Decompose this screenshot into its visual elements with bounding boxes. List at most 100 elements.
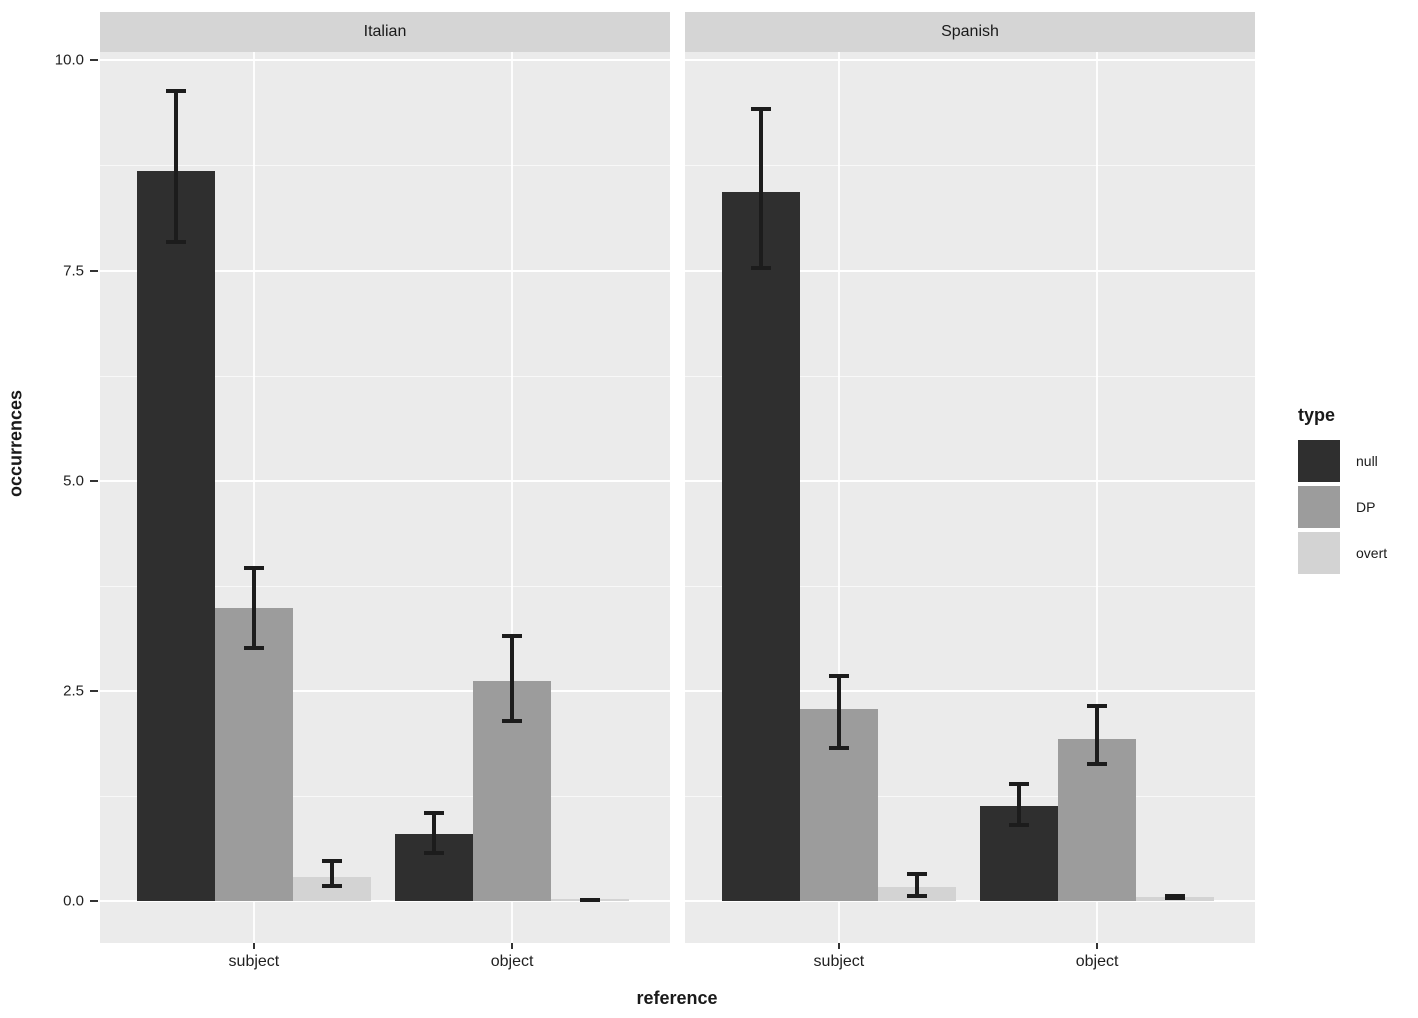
errorbar-cap-top <box>828 674 849 679</box>
errorbar-spanish-subject-overt <box>906 871 927 898</box>
errorbar-cap-top <box>1009 782 1030 787</box>
y-tick-label: 10.0 <box>54 51 84 69</box>
x-tick-mark <box>1096 943 1099 949</box>
legend-label: DP <box>1356 499 1376 515</box>
errorbar-whisker <box>251 565 256 650</box>
errorbar-cap-top <box>243 565 264 570</box>
errorbar-cap-bottom <box>1009 822 1030 827</box>
gridline-minor <box>685 585 1255 587</box>
gridline-minor <box>685 165 1255 167</box>
legend-swatch-null <box>1298 440 1340 482</box>
errorbar-cap-bottom <box>424 850 445 855</box>
gridline-vertical <box>252 52 255 943</box>
gridline-vertical <box>1096 52 1099 943</box>
errorbar-cap-bottom <box>580 897 601 902</box>
errorbar-cap-bottom <box>321 884 342 889</box>
gridline-major <box>685 59 1255 62</box>
gridline-minor <box>685 795 1255 797</box>
x-tick-mark <box>252 943 255 949</box>
errorbar-spanish-object-dp <box>1087 704 1108 767</box>
legend-swatch-overt <box>1298 532 1340 574</box>
gridline-major <box>685 269 1255 272</box>
y-tick-mark <box>90 479 98 482</box>
errorbar-cap-bottom <box>828 745 849 750</box>
errorbar-cap-bottom <box>1165 896 1186 901</box>
facet-strip: Spanish <box>685 12 1255 52</box>
y-tick-label: 5.0 <box>63 472 84 490</box>
errorbar-spanish-object-null <box>1009 782 1030 827</box>
errorbar-spanish-subject-dp <box>828 674 849 750</box>
gridline-major <box>100 479 670 482</box>
errorbar-cap-top <box>750 106 771 111</box>
errorbar-cap-top <box>1087 704 1108 709</box>
errorbar-cap-bottom <box>502 718 523 723</box>
y-tick-label: 0.0 <box>63 892 84 910</box>
errorbar-whisker <box>1017 782 1022 827</box>
errorbar-whisker <box>329 858 334 889</box>
errorbar-whisker <box>510 633 515 723</box>
gridline-minor <box>100 585 670 587</box>
gridline-major <box>100 899 670 902</box>
bar-italian-subject-dp <box>214 608 293 901</box>
x-tick-label: object <box>1075 953 1119 970</box>
errorbar-italian-subject-null <box>165 88 186 245</box>
errorbar-italian-object-overt <box>580 897 601 902</box>
errorbar-cap-top <box>165 88 186 93</box>
legend-swatch-dp <box>1298 486 1340 528</box>
errorbar-whisker <box>914 871 919 898</box>
errorbar-spanish-subject-null <box>750 106 771 270</box>
errorbar-italian-subject-dp <box>243 565 264 650</box>
errorbar-cap-top <box>906 871 927 876</box>
legend-entries: null DP overt <box>1288 440 1413 574</box>
gridline-vertical <box>511 52 514 943</box>
legend-key-null: null <box>1298 440 1413 482</box>
legend-label: null <box>1356 453 1378 469</box>
errorbar-cap-bottom <box>906 893 927 898</box>
facet-strip-label: Spanish <box>941 23 999 40</box>
legend-key-overt: overt <box>1298 532 1413 574</box>
y-tick-mark <box>90 899 98 902</box>
y-tick-mark <box>90 269 98 272</box>
x-tick-label: subject <box>813 953 865 970</box>
x-tick-mark <box>837 943 840 949</box>
errorbar-cap-top <box>321 858 342 863</box>
errorbar-cap-bottom <box>165 240 186 245</box>
legend-key-dp: DP <box>1298 486 1413 528</box>
errorbar-whisker <box>173 88 178 245</box>
y-tick-mark <box>90 689 98 692</box>
legend: type null DP overt <box>1288 405 1413 578</box>
gridline-major <box>685 479 1255 482</box>
gridline-major <box>685 689 1255 692</box>
errorbar-italian-object-dp <box>502 633 523 723</box>
errorbar-cap-bottom <box>750 265 771 270</box>
y-tick-mark <box>90 59 98 62</box>
x-tick-label: subject <box>228 953 280 970</box>
facet-strip-label: Italian <box>363 23 407 40</box>
gridline-vertical <box>837 52 840 943</box>
facet-strip: Italian <box>100 12 670 52</box>
x-tick-mark <box>511 943 514 949</box>
gridline-major <box>100 689 670 692</box>
errorbar-whisker <box>758 106 763 270</box>
errorbar-italian-subject-overt <box>321 858 342 889</box>
gridline-major <box>100 269 670 272</box>
gridline-minor <box>100 165 670 167</box>
errorbar-italian-object-null <box>424 811 445 855</box>
bar-spanish-subject-null <box>721 192 800 901</box>
gridline-minor <box>100 795 670 797</box>
y-tick-label: 7.5 <box>63 262 84 280</box>
x-tick-label: object <box>490 953 534 970</box>
errorbar-cap-bottom <box>1087 762 1108 767</box>
gridline-minor <box>685 375 1255 377</box>
y-tick-label: 2.5 <box>63 682 84 700</box>
legend-label: overt <box>1356 545 1388 561</box>
x-axis-title: reference <box>636 988 718 1008</box>
errorbar-spanish-object-overt <box>1165 894 1186 901</box>
errorbar-whisker <box>836 674 841 750</box>
gridline-minor <box>100 375 670 377</box>
errorbar-cap-top <box>502 633 523 638</box>
bar-italian-subject-null <box>136 171 215 901</box>
errorbar-cap-bottom <box>243 645 264 650</box>
legend-title: type <box>1298 405 1336 425</box>
